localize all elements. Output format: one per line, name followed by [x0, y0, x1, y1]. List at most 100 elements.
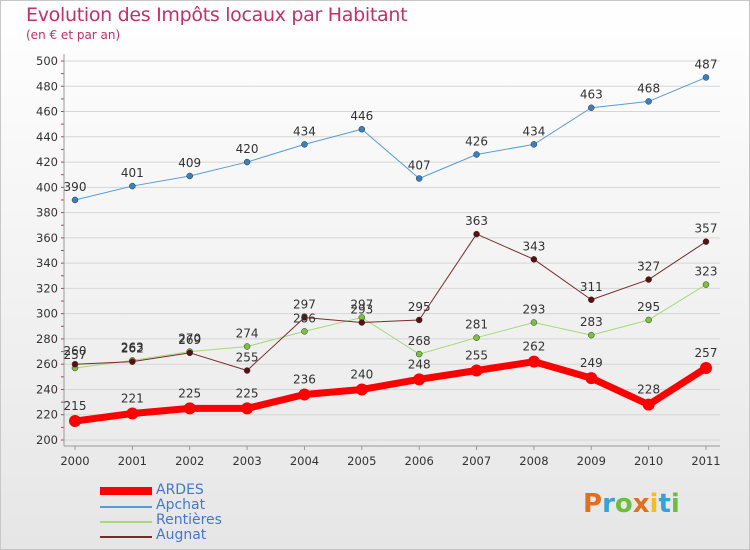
data-label: 401 [121, 166, 144, 180]
data-point [243, 158, 251, 166]
y-tick-label: 220 [36, 408, 58, 422]
data-label: 240 [350, 367, 373, 381]
gridlines [64, 60, 720, 441]
data-point [470, 364, 483, 377]
data-label: 468 [637, 81, 660, 95]
y-tick-label: 400 [36, 180, 58, 194]
legend-swatch [100, 521, 152, 523]
chart-subtitle: (en € et par an) [26, 28, 121, 42]
data-label: 249 [580, 356, 603, 370]
y-tick-label: 300 [36, 307, 58, 321]
data-point [645, 98, 652, 105]
data-label: 295 [408, 300, 431, 314]
y-tick-label: 500 [36, 54, 58, 68]
data-label: 248 [408, 357, 431, 371]
data-label: 274 [236, 327, 259, 341]
data-label: 281 [465, 318, 488, 332]
data-point [129, 358, 136, 365]
y-tick-label: 440 [36, 130, 58, 144]
data-point [241, 402, 254, 415]
x-tick-label: 2011 [691, 454, 720, 468]
x-tick-label: 2001 [118, 454, 147, 468]
x-tick-label: 2007 [462, 454, 491, 468]
data-point [702, 74, 710, 81]
legend-swatch [100, 506, 152, 508]
data-label: 487 [695, 57, 718, 71]
data-label: 215 [64, 399, 87, 413]
data-point [473, 151, 480, 158]
data-point [413, 373, 426, 386]
y-tick-label: 420 [36, 155, 58, 169]
data-label: 236 [293, 373, 316, 387]
data-point [415, 316, 423, 324]
data-label: 446 [350, 109, 373, 123]
y-tick-label: 200 [36, 433, 58, 447]
data-point [702, 281, 710, 288]
data-label: 225 [178, 386, 201, 400]
data-point [415, 175, 423, 182]
data-label: 257 [64, 348, 87, 362]
data-label: 268 [408, 334, 431, 348]
logo-letter: r [602, 489, 615, 519]
x-tick-label: 2000 [60, 454, 89, 468]
data-label: 293 [522, 303, 545, 317]
data-point [588, 104, 595, 111]
data-label: 407 [408, 158, 431, 172]
data-point [702, 238, 710, 245]
data-label: 390 [64, 180, 87, 194]
data-label: 221 [121, 391, 144, 405]
data-label: 286 [293, 311, 316, 325]
logo-letter: o [614, 489, 633, 519]
legend-swatch [100, 487, 152, 495]
data-label: 420 [236, 142, 259, 156]
series-group [69, 74, 712, 428]
y-tick-label: 360 [36, 231, 58, 245]
x-tick-label: 2008 [519, 454, 548, 468]
data-point [298, 388, 311, 401]
data-point [530, 141, 538, 148]
data-point [358, 319, 366, 326]
series-line-ardes [74, 358, 708, 425]
data-point [355, 383, 368, 396]
x-tick-label: 2005 [347, 454, 376, 468]
data-label: 257 [695, 346, 718, 360]
series-line-rentières [74, 284, 707, 369]
y-tick-label: 280 [36, 332, 58, 346]
data-label: 434 [522, 124, 545, 138]
legend-swatch [100, 536, 152, 538]
data-point [415, 350, 423, 358]
x-tick-label: 2003 [232, 454, 261, 468]
x-tick-label: 2010 [634, 454, 663, 468]
data-label: 434 [293, 124, 316, 138]
data-point [473, 334, 480, 341]
series-line-augnat [74, 233, 707, 372]
data-label: 283 [580, 315, 603, 329]
data-label: 263 [121, 340, 144, 354]
logo-letter: t [658, 489, 671, 519]
data-point [69, 415, 81, 428]
data-point [585, 372, 598, 385]
y-tick-label: 480 [36, 79, 58, 93]
x-tick-label: 2004 [290, 454, 319, 468]
data-label: 255 [465, 349, 488, 363]
data-label: 255 [236, 351, 259, 365]
legend-label: Rentières [156, 512, 222, 528]
data-point [71, 360, 79, 368]
data-point [645, 276, 652, 283]
data-point [243, 343, 251, 350]
data-label: 262 [522, 340, 545, 354]
data-point [126, 407, 139, 420]
y-tick-label: 380 [36, 206, 58, 220]
logo-letter: P [583, 489, 603, 519]
data-point [358, 125, 366, 133]
legend-label: Augnat [156, 527, 207, 543]
data-point [129, 182, 136, 190]
data-point [700, 361, 712, 374]
y-tick-label: 460 [36, 105, 58, 119]
data-label: 311 [580, 280, 603, 294]
data-point [71, 196, 79, 204]
data-label: 323 [695, 265, 718, 279]
x-tick-label: 2002 [175, 454, 204, 468]
